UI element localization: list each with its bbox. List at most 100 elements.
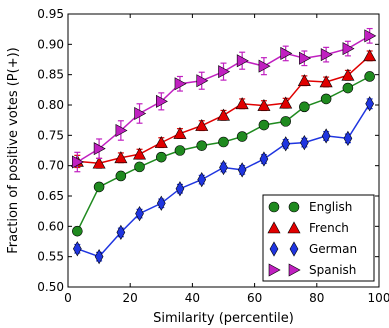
data-point-french [297,74,311,87]
x-tick-label: 100 [368,291,389,305]
series-english [72,71,375,237]
data-point-german [156,195,166,211]
data-point-french [319,75,333,88]
data-point-english [156,151,167,163]
legend-label-spanish: Spanish [309,263,356,277]
data-point-english [196,140,208,151]
x-axis-ticks: 0 20 40 60 80 100 [64,14,389,305]
series-german [72,96,375,265]
y-tick-label: 0.75 [37,128,64,142]
data-point-french [279,96,293,109]
x-axis-label: Similarity (percentile) [153,311,294,326]
data-point-spanish [72,155,84,169]
data-point-french [257,98,271,111]
data-point-german [219,159,228,176]
data-point-english [72,225,83,237]
x-tick-label: 60 [247,291,262,305]
data-point-german [259,151,269,167]
data-point-german [365,96,375,112]
y-tick-label: 0.70 [37,159,64,173]
data-point-french [341,68,355,81]
legend-label-english: English [309,200,352,214]
data-point-french [133,147,147,160]
data-point-german [343,130,353,146]
legend-marker-spanish [268,263,281,277]
legend-box [262,194,375,282]
x-tick-label: 40 [185,291,200,305]
y-axis-ticks: 0.50 0.55 0.60 0.65 0.70 0.75 0.80 0.85 0.90 0.95 [37,7,379,294]
legend-label-german: German [309,242,357,256]
data-point-german [94,249,104,265]
data-point-spanish [218,65,231,79]
y-tick-label: 0.95 [37,7,64,21]
legend-marker-spanish [288,263,301,277]
x-tick-label: 20 [123,291,138,305]
legend-marker-english [288,201,300,213]
y-axis-label: Fraction of positive votes (P(+)) [6,47,21,253]
y-tick-label: 0.55 [37,250,64,264]
data-point-english [320,93,332,105]
plot-frame [67,13,380,288]
legend-marker-french [267,221,281,234]
data-point-english [115,170,127,182]
data-point-german [237,162,247,178]
data-point-french [363,49,377,62]
data-point-spanish [134,106,147,120]
data-point-english [93,181,105,193]
x-tick-label: 80 [309,291,324,305]
legend-label-french: French [309,221,349,235]
data-point-french [195,119,209,131]
legend-marker-english [268,201,280,213]
data-point-spanish [93,142,106,156]
data-point-german [197,172,207,188]
data-point-german [72,241,82,257]
y-tick-label: 0.65 [37,189,64,203]
data-point-spanish [258,59,271,73]
data-point-spanish [342,42,355,56]
y-tick-label: 0.50 [37,280,64,294]
data-point-french [154,135,168,148]
series-layer [70,27,377,265]
y-tick-label: 0.90 [37,37,64,51]
data-point-spanish [320,48,333,62]
legend-marker-french [287,221,301,234]
data-point-german [281,136,291,152]
data-point-french [92,156,106,169]
data-point-spanish [299,51,311,65]
data-point-spanish [236,54,249,68]
data-point-french [173,126,187,139]
data-point-spanish [115,123,128,137]
data-point-german [116,224,126,241]
data-point-english [218,136,229,148]
data-point-german [135,205,144,222]
y-tick-label: 0.80 [37,98,64,112]
series-french [70,49,377,169]
series-spanish [72,27,377,173]
data-point-english [258,119,270,131]
y-tick-label: 0.60 [37,219,64,233]
data-point-spanish [156,94,168,108]
legend-marker-german [289,241,299,257]
data-point-spanish [196,74,209,88]
y-tick-label: 0.85 [37,68,64,82]
data-point-english [134,161,145,173]
x-tick-label: 0 [64,291,72,305]
data-point-english [174,145,186,156]
data-point-french [216,108,231,121]
data-point-spanish [174,77,187,91]
data-point-english [364,71,375,82]
legend-marker-german [269,241,279,257]
data-point-english [342,82,354,94]
data-point-english [236,131,248,142]
data-point-french [114,151,128,164]
data-point-spanish [364,29,377,43]
data-point-english [299,101,310,113]
data-point-german [321,128,331,144]
data-point-french [235,97,249,110]
data-point-german [175,181,185,197]
legend: English French German Spanish [262,194,375,282]
data-point-german [300,135,309,151]
data-point-english [280,116,292,127]
data-point-spanish [280,46,293,60]
